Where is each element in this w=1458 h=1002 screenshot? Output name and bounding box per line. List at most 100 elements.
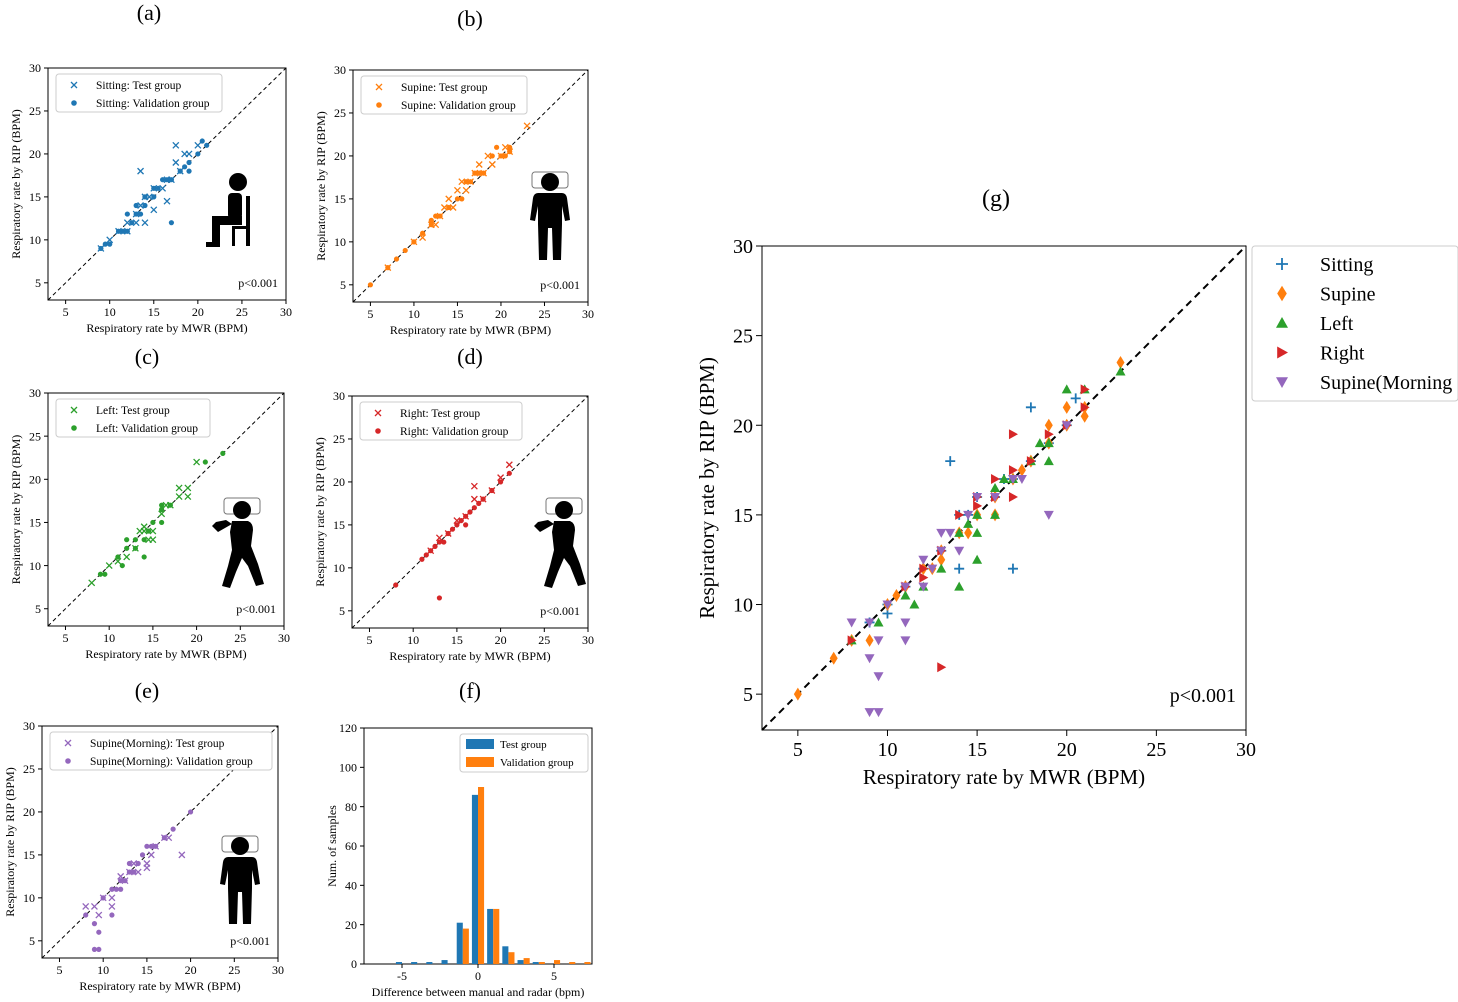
x-tick-label: 30 [1236,739,1256,761]
identity-line [352,69,589,303]
x-tick-label: 30 [280,305,292,319]
data-point [98,245,104,252]
x-tick-label: 10 [104,305,116,319]
data-point [199,138,205,144]
data-point [423,552,429,558]
legend-label: Supine: Test group [401,82,488,94]
legend-marker [1276,377,1288,388]
data-point [184,493,192,501]
y-tick-label: 30 [29,61,41,75]
data-point [126,860,133,867]
data-point [476,170,482,176]
data-point [175,484,183,492]
x-tick-label: 20 [1057,739,1077,761]
bar [471,794,478,964]
chart-panel-a: (a) 5 10 15 20 25 30 5 10 15 20 25 30 Respiratory rat… [9,0,292,335]
data-point [115,228,122,234]
panel-label: (a) [137,0,161,25]
plot-frame [351,395,589,629]
y-tick-label: 25 [23,762,35,776]
bar [395,962,402,964]
data-point [436,539,443,545]
panel-label: (g) [982,186,1010,212]
data-point [419,234,427,242]
data-point [165,834,173,842]
data-point [865,633,874,647]
data-point [134,868,142,876]
data-point [1080,402,1090,413]
data-point [1008,465,1018,476]
data-point [184,484,192,492]
legend-marker [70,81,78,89]
plot-frame [352,69,589,303]
p-value: p<0.001 [540,278,580,292]
data-point [991,474,1001,485]
y-axis-label: Num. of samples [325,805,339,887]
legend-label: Left: Test group [96,405,170,417]
y-tick-label: 15 [29,190,41,204]
data-point [936,528,947,538]
bar [538,962,545,964]
data-point [463,179,469,185]
data-point [108,902,116,910]
chart-panel-b: (b) 5 10 15 20 25 30 5 10 15 20 25 30 Respiratory rat… [314,6,594,337]
data-point [497,479,504,485]
data-point [132,219,140,227]
data-point [936,546,947,556]
x-tick-label: 10 [97,963,109,977]
data-point [420,230,426,236]
data-point [105,562,113,570]
p-value: p<0.001 [230,934,270,948]
data-point [159,506,165,513]
legend: Left: Test group Left: Validation group [55,398,211,438]
panel-label: (e) [135,678,159,703]
sitting-person-icon [206,173,250,247]
data-point [159,177,166,183]
data-point [1070,393,1081,404]
data-point [900,582,911,592]
data-point [164,177,170,183]
data-point [1116,356,1125,370]
bar [554,960,561,964]
y-tick-label: 10 [334,235,346,249]
series-1 [462,787,591,964]
x-tick-label: 15 [141,963,153,977]
y-tick-label: 20 [345,918,357,932]
panel-label: (d) [457,344,483,369]
data-point [990,483,1001,492]
data-point [194,141,202,149]
data-point [119,562,125,569]
x-tick-label: 20 [192,305,204,319]
data-point [1062,400,1071,414]
x-tick-label: 15 [148,305,160,319]
y-tick-label: 15 [334,192,346,206]
data-point [972,554,983,564]
data-point [220,450,226,457]
data-point [144,843,150,849]
data-point [470,495,478,503]
y-tick-label: 20 [29,472,41,486]
identity-line [47,67,287,301]
legend: Sitting Supine Left Right Supine(Morning [1251,245,1458,402]
data-point [873,636,884,646]
x-tick-label: 5 [56,963,62,977]
data-point [168,177,175,183]
data-point [90,902,98,910]
data-point [159,519,165,526]
data-point [411,239,417,245]
legend-box [359,401,523,441]
x-tick-label: 5 [367,307,373,321]
data-point [202,459,208,465]
data-point [507,144,513,150]
data-point [135,860,141,867]
data-point [107,241,113,247]
data-point [1044,429,1054,440]
legend-marker [1277,346,1288,359]
p-value: p<0.001 [540,604,580,618]
data-point [133,211,139,217]
data-point [1017,463,1026,477]
panel-label: (c) [135,344,159,369]
data-point [141,554,147,560]
legend: Sitting: Test group Sitting: Validation g… [55,73,223,113]
y-tick-label: 100 [339,761,357,775]
